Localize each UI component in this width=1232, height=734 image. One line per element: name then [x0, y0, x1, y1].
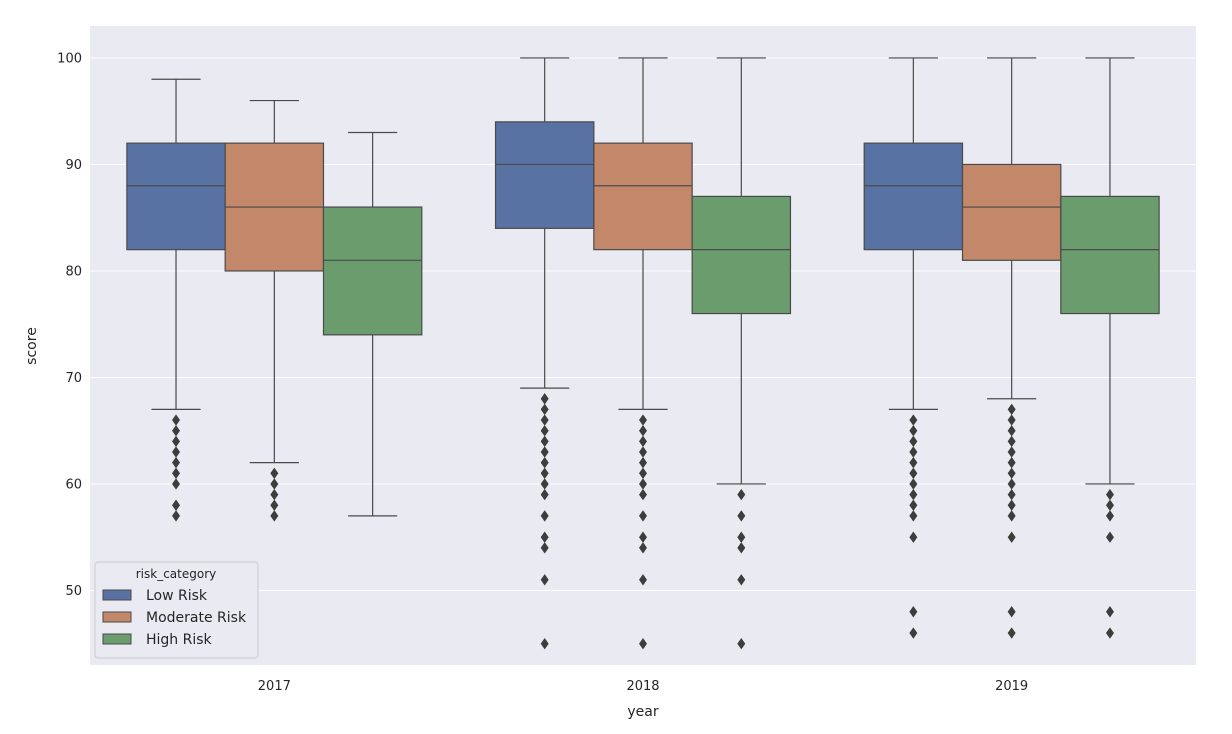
outlier-point	[639, 488, 647, 501]
y-tick-label: 60	[65, 477, 82, 492]
outlier-point	[540, 574, 549, 586]
outlier-point	[639, 638, 647, 650]
y-tick-label: 100	[57, 51, 82, 66]
box	[593, 142, 693, 251]
box-group	[126, 57, 1160, 650]
outlier-point	[1105, 510, 1114, 522]
box	[691, 195, 792, 315]
outlier-point	[737, 638, 746, 650]
outlier-point	[909, 606, 918, 618]
legend-swatch	[102, 633, 132, 645]
x-axis-ticks: 2017 2018 2019	[258, 679, 1028, 694]
outlier-point	[909, 627, 918, 639]
outlier-point	[737, 542, 746, 554]
box	[322, 206, 423, 336]
outlier-point	[639, 574, 647, 586]
outlier-point	[1105, 606, 1114, 618]
outlier-point	[1007, 531, 1016, 543]
legend-label: Moderate Risk	[146, 610, 247, 626]
legend-label: High Risk	[146, 632, 213, 648]
box	[863, 142, 964, 251]
outlier-point	[540, 638, 549, 650]
y-tick-label: 90	[65, 158, 82, 173]
y-axis-label: score	[24, 327, 40, 365]
legend-entries: Low Risk Moderate Risk High Risk	[102, 588, 247, 648]
outlier-point	[270, 510, 279, 522]
legend-swatch	[102, 589, 132, 601]
outlier-point	[172, 478, 181, 490]
legend-title: risk_category	[136, 567, 217, 581]
box	[126, 142, 226, 251]
outlier-point	[540, 542, 549, 554]
outlier-point	[909, 531, 918, 543]
box	[494, 121, 595, 229]
x-tick-label: 2018	[626, 679, 659, 694]
x-tick-label: 2019	[995, 679, 1028, 694]
box	[961, 163, 1062, 261]
outlier-point	[737, 510, 746, 522]
outlier-point	[737, 488, 746, 501]
x-axis-label: year	[627, 704, 658, 720]
outlier-point	[172, 510, 181, 522]
outlier-point	[639, 510, 647, 522]
outlier-point	[639, 542, 647, 554]
legend: risk_category Low Risk Moderate Risk High …	[94, 561, 259, 659]
outlier-point	[540, 510, 549, 522]
outlier-point	[540, 488, 549, 501]
legend-frame	[94, 561, 259, 659]
x-tick-label: 2017	[258, 679, 291, 694]
outlier-point	[1007, 606, 1016, 618]
box	[1060, 195, 1160, 315]
y-tick-label: 80	[65, 264, 82, 279]
outlier-point	[737, 574, 746, 586]
outlier-point	[1105, 627, 1114, 639]
y-tick-label: 70	[65, 371, 82, 386]
outlier-point	[1007, 510, 1016, 522]
legend-label: Low Risk	[146, 588, 208, 604]
outlier-point	[1105, 531, 1114, 543]
outlier-point	[1007, 627, 1016, 639]
y-axis-ticks: 50 60 70 80 90 100	[57, 51, 82, 599]
legend-swatch	[102, 611, 132, 623]
y-tick-label: 50	[65, 584, 82, 599]
outlier-point	[909, 510, 918, 522]
